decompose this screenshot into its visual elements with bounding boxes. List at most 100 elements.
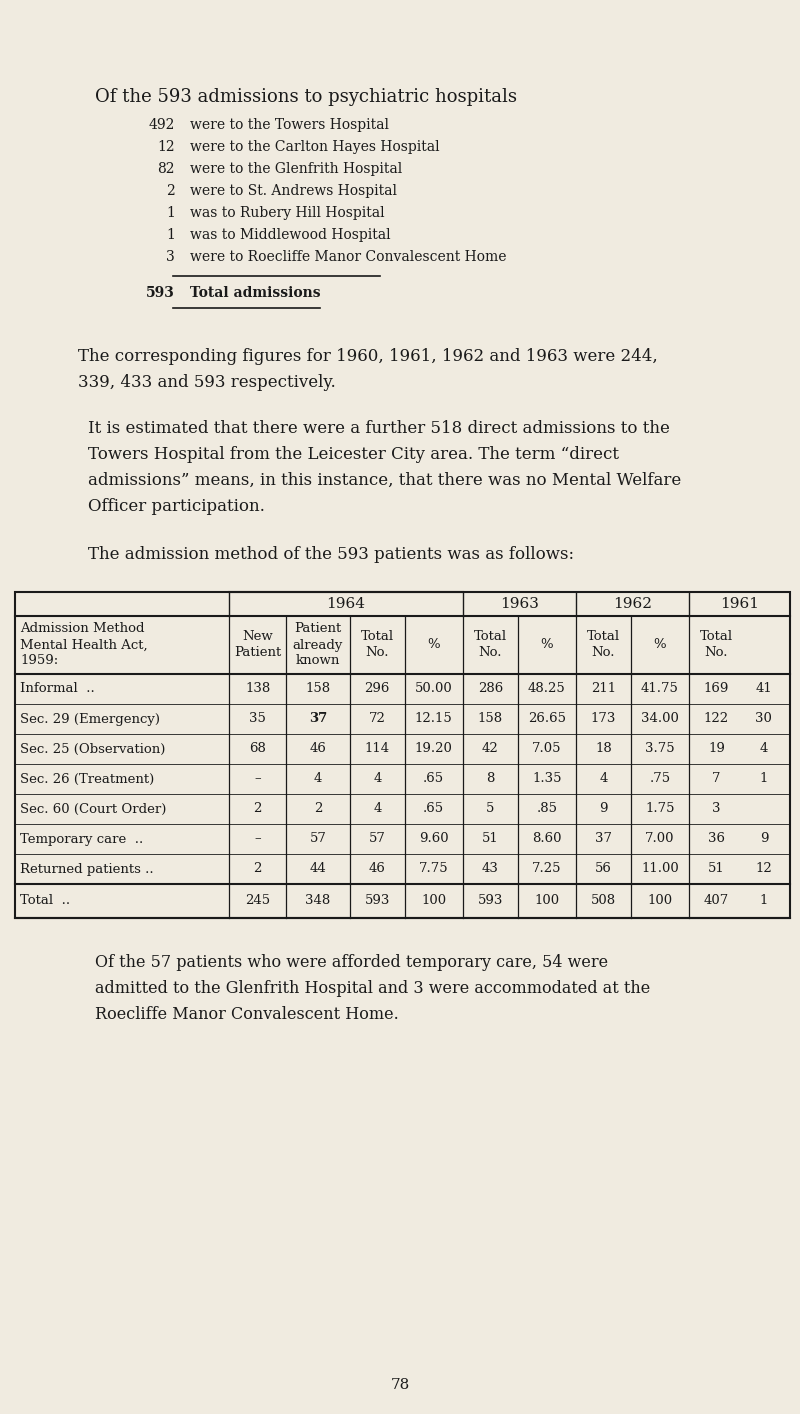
Text: Informal  ..: Informal .. xyxy=(20,683,94,696)
Text: 4: 4 xyxy=(599,772,607,786)
Text: 100: 100 xyxy=(422,895,446,908)
Text: The admission method of the 593 patients was as follows:: The admission method of the 593 patients… xyxy=(88,546,574,563)
Text: Sec. 60 (Court Order): Sec. 60 (Court Order) xyxy=(20,803,166,816)
Text: Towers Hospital from the Leicester City area. The term “direct: Towers Hospital from the Leicester City … xyxy=(88,445,619,462)
Text: %: % xyxy=(541,639,553,652)
Text: 35: 35 xyxy=(249,713,266,725)
Text: 2: 2 xyxy=(314,803,322,816)
Text: admitted to the Glenfrith Hospital and 3 were accommodated at the: admitted to the Glenfrith Hospital and 3… xyxy=(95,980,650,997)
Text: It is estimated that there were a further 518 direct admissions to the: It is estimated that there were a furthe… xyxy=(88,420,670,437)
Text: 173: 173 xyxy=(590,713,616,725)
Text: 7.25: 7.25 xyxy=(532,863,562,875)
Text: 492: 492 xyxy=(149,117,175,132)
Text: 7.75: 7.75 xyxy=(419,863,449,875)
Text: Total
No.: Total No. xyxy=(587,631,620,659)
Text: 30: 30 xyxy=(755,713,772,725)
Text: 37: 37 xyxy=(595,833,612,846)
Bar xyxy=(15,592,790,918)
Text: 41.75: 41.75 xyxy=(641,683,679,696)
Text: Returned patients ..: Returned patients .. xyxy=(20,863,154,875)
Text: 36: 36 xyxy=(708,833,725,846)
Text: 339, 433 and 593 respectively.: 339, 433 and 593 respectively. xyxy=(78,373,336,392)
Text: 43: 43 xyxy=(482,863,498,875)
Text: 68: 68 xyxy=(249,742,266,755)
Text: 1: 1 xyxy=(760,895,768,908)
Text: Officer participation.: Officer participation. xyxy=(88,498,265,515)
Text: 19.20: 19.20 xyxy=(415,742,453,755)
Text: 348: 348 xyxy=(306,895,330,908)
Text: were to St. Andrews Hospital: were to St. Andrews Hospital xyxy=(190,184,397,198)
Text: 1963: 1963 xyxy=(500,597,539,611)
Text: 1.75: 1.75 xyxy=(645,803,674,816)
Text: 4: 4 xyxy=(373,772,382,786)
Text: Of the 57 patients who were afforded temporary care, 54 were: Of the 57 patients who were afforded tem… xyxy=(95,954,608,971)
Text: Sec. 25 (Observation): Sec. 25 (Observation) xyxy=(20,742,166,755)
Text: 34.00: 34.00 xyxy=(641,713,679,725)
Text: 508: 508 xyxy=(591,895,616,908)
Text: .75: .75 xyxy=(650,772,670,786)
Text: Total admissions: Total admissions xyxy=(190,286,321,300)
Text: Total  ..: Total .. xyxy=(20,895,70,908)
Text: 211: 211 xyxy=(591,683,616,696)
Text: 3: 3 xyxy=(166,250,175,264)
Text: Temporary care  ..: Temporary care .. xyxy=(20,833,143,846)
Text: Admission Method
Mental Health Act,
1959:: Admission Method Mental Health Act, 1959… xyxy=(20,622,148,667)
Text: 8.60: 8.60 xyxy=(532,833,562,846)
Text: 57: 57 xyxy=(310,833,326,846)
Text: The corresponding figures for 1960, 1961, 1962 and 1963 were 244,: The corresponding figures for 1960, 1961… xyxy=(78,348,658,365)
Text: was to Middlewood Hospital: was to Middlewood Hospital xyxy=(190,228,390,242)
Text: 72: 72 xyxy=(369,713,386,725)
Text: 9: 9 xyxy=(599,803,608,816)
Text: 4: 4 xyxy=(760,742,768,755)
Text: 3.75: 3.75 xyxy=(645,742,674,755)
Text: 1: 1 xyxy=(166,228,175,242)
Text: 158: 158 xyxy=(478,713,503,725)
Text: 11.00: 11.00 xyxy=(641,863,678,875)
Text: 7: 7 xyxy=(712,772,721,786)
Text: 82: 82 xyxy=(158,163,175,175)
Text: 4: 4 xyxy=(373,803,382,816)
Text: Roecliffe Manor Convalescent Home.: Roecliffe Manor Convalescent Home. xyxy=(95,1005,398,1022)
Text: were to the Glenfrith Hospital: were to the Glenfrith Hospital xyxy=(190,163,402,175)
Text: Total
No.: Total No. xyxy=(474,631,507,659)
Text: 122: 122 xyxy=(704,713,729,725)
Text: 286: 286 xyxy=(478,683,503,696)
Text: 169: 169 xyxy=(704,683,729,696)
Text: 4: 4 xyxy=(314,772,322,786)
Text: 78: 78 xyxy=(390,1379,410,1391)
Text: 245: 245 xyxy=(245,895,270,908)
Text: 593: 593 xyxy=(146,286,175,300)
Text: 9.60: 9.60 xyxy=(419,833,449,846)
Text: were to the Carlton Hayes Hospital: were to the Carlton Hayes Hospital xyxy=(190,140,440,154)
Text: 37: 37 xyxy=(309,713,327,725)
Text: 1: 1 xyxy=(760,772,768,786)
Text: 1964: 1964 xyxy=(326,597,366,611)
Text: –: – xyxy=(254,833,261,846)
Text: 593: 593 xyxy=(478,895,503,908)
Text: 1961: 1961 xyxy=(720,597,759,611)
Text: 9: 9 xyxy=(760,833,768,846)
Text: 1.35: 1.35 xyxy=(532,772,562,786)
Text: 2: 2 xyxy=(254,863,262,875)
Text: 41: 41 xyxy=(755,683,772,696)
Text: –: – xyxy=(254,772,261,786)
Text: 158: 158 xyxy=(306,683,330,696)
Text: was to Rubery Hill Hospital: was to Rubery Hill Hospital xyxy=(190,206,385,221)
Text: 51: 51 xyxy=(708,863,725,875)
Text: 42: 42 xyxy=(482,742,498,755)
Text: 1962: 1962 xyxy=(613,597,652,611)
Text: %: % xyxy=(654,639,666,652)
Text: 51: 51 xyxy=(482,833,498,846)
Text: 57: 57 xyxy=(369,833,386,846)
Text: 48.25: 48.25 xyxy=(528,683,566,696)
Text: were to the Towers Hospital: were to the Towers Hospital xyxy=(190,117,389,132)
Text: 5: 5 xyxy=(486,803,494,816)
Text: 44: 44 xyxy=(310,863,326,875)
Text: 46: 46 xyxy=(369,863,386,875)
Text: 7.00: 7.00 xyxy=(645,833,674,846)
Text: Total
No.: Total No. xyxy=(700,631,733,659)
Text: admissions” means, in this instance, that there was no Mental Welfare: admissions” means, in this instance, tha… xyxy=(88,472,682,489)
Text: 2: 2 xyxy=(254,803,262,816)
Text: 56: 56 xyxy=(595,863,612,875)
Text: 18: 18 xyxy=(595,742,612,755)
